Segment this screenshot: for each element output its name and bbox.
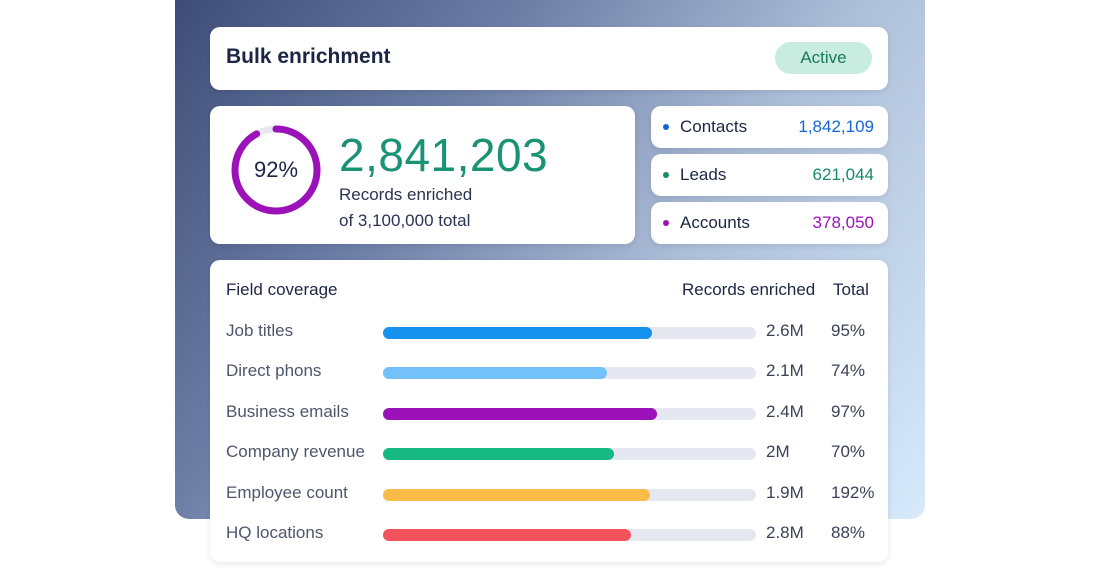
coverage-bar-fill: [383, 408, 658, 420]
object-card-accounts: Accounts 378,050: [651, 202, 888, 244]
field-records: 2.1M: [766, 361, 804, 380]
field-records: 2.8M: [766, 523, 804, 542]
object-label: Accounts: [680, 213, 750, 232]
field-records: 2.6M: [766, 321, 804, 340]
progress-ring: [231, 125, 321, 215]
object-value: 1,842,109: [798, 117, 874, 136]
coverage-bar-track: [383, 367, 756, 379]
object-card-contacts: Contacts 1,842,109: [651, 106, 888, 148]
coverage-row-hq-locations: HQ locations 2.8M 88%: [210, 523, 888, 547]
records-enriched-count: 2,841,203: [339, 129, 549, 181]
header-card: Bulk enrichment Active: [210, 27, 888, 90]
field-name: Company revenue: [226, 442, 365, 461]
page-title: Bulk enrichment: [226, 45, 391, 68]
field-total: 70%: [831, 442, 866, 461]
field-coverage-title: Field coverage: [226, 280, 338, 299]
field-total: 192%: [831, 483, 875, 502]
leads-dot-icon: [663, 172, 669, 178]
field-total: 88%: [831, 523, 866, 542]
coverage-bar-fill: [383, 489, 650, 501]
status-badge: Active: [775, 42, 872, 74]
coverage-bar-track: [383, 489, 756, 501]
coverage-bar-track: [383, 327, 756, 339]
coverage-row-direct-phones: Direct phons 2.1M 74%: [210, 361, 888, 385]
coverage-row-company-revenue: Company revenue 2M 70%: [210, 442, 888, 466]
coverage-bar-track: [383, 448, 756, 460]
coverage-bar-fill: [383, 367, 607, 379]
contacts-dot-icon: [663, 124, 669, 130]
records-total-label: of 3,100,000 total: [339, 211, 471, 230]
accounts-dot-icon: [663, 220, 669, 226]
field-coverage-card: Field coverage Records enriched Total Jo…: [210, 260, 888, 562]
field-records: 1.9M: [766, 483, 804, 502]
field-name: HQ locations: [226, 523, 324, 542]
object-value: 621,044: [812, 165, 874, 184]
field-records: 2M: [766, 442, 790, 461]
coverage-bar-fill: [383, 327, 652, 339]
field-name: Job titles: [226, 321, 294, 340]
field-total: 74%: [831, 361, 866, 380]
summary-card: 92% 2,841,203 Records enriched of 3,100,…: [210, 106, 635, 244]
coverage-row-business-emails: Business emails 2.4M 97%: [210, 402, 888, 426]
progress-ring-fill: [231, 125, 321, 215]
coverage-bar-fill: [383, 448, 615, 460]
field-name: Employee count: [226, 483, 348, 502]
field-total: 97%: [831, 402, 866, 421]
coverage-row-job-titles: Job titles 2.6M 95%: [210, 321, 888, 345]
records-enriched-column-header: Records enriched: [682, 280, 816, 299]
coverage-bar-track: [383, 529, 756, 541]
object-label: Leads: [680, 165, 727, 184]
object-value: 378,050: [812, 213, 874, 232]
coverage-bar-fill: [383, 529, 632, 541]
object-card-leads: Leads 621,044: [651, 154, 888, 196]
coverage-row-employee-count: Employee count 1.9M 192%: [210, 483, 888, 507]
object-label: Contacts: [680, 117, 748, 136]
progress-percent: 92%: [253, 157, 299, 182]
records-enriched-label: Records enriched: [339, 185, 473, 204]
total-column-header: Total: [833, 280, 869, 299]
field-name: Direct phons: [226, 361, 322, 380]
field-records: 2.4M: [766, 402, 804, 421]
field-name: Business emails: [226, 402, 349, 421]
field-total: 95%: [831, 321, 866, 340]
coverage-bar-track: [383, 408, 756, 420]
